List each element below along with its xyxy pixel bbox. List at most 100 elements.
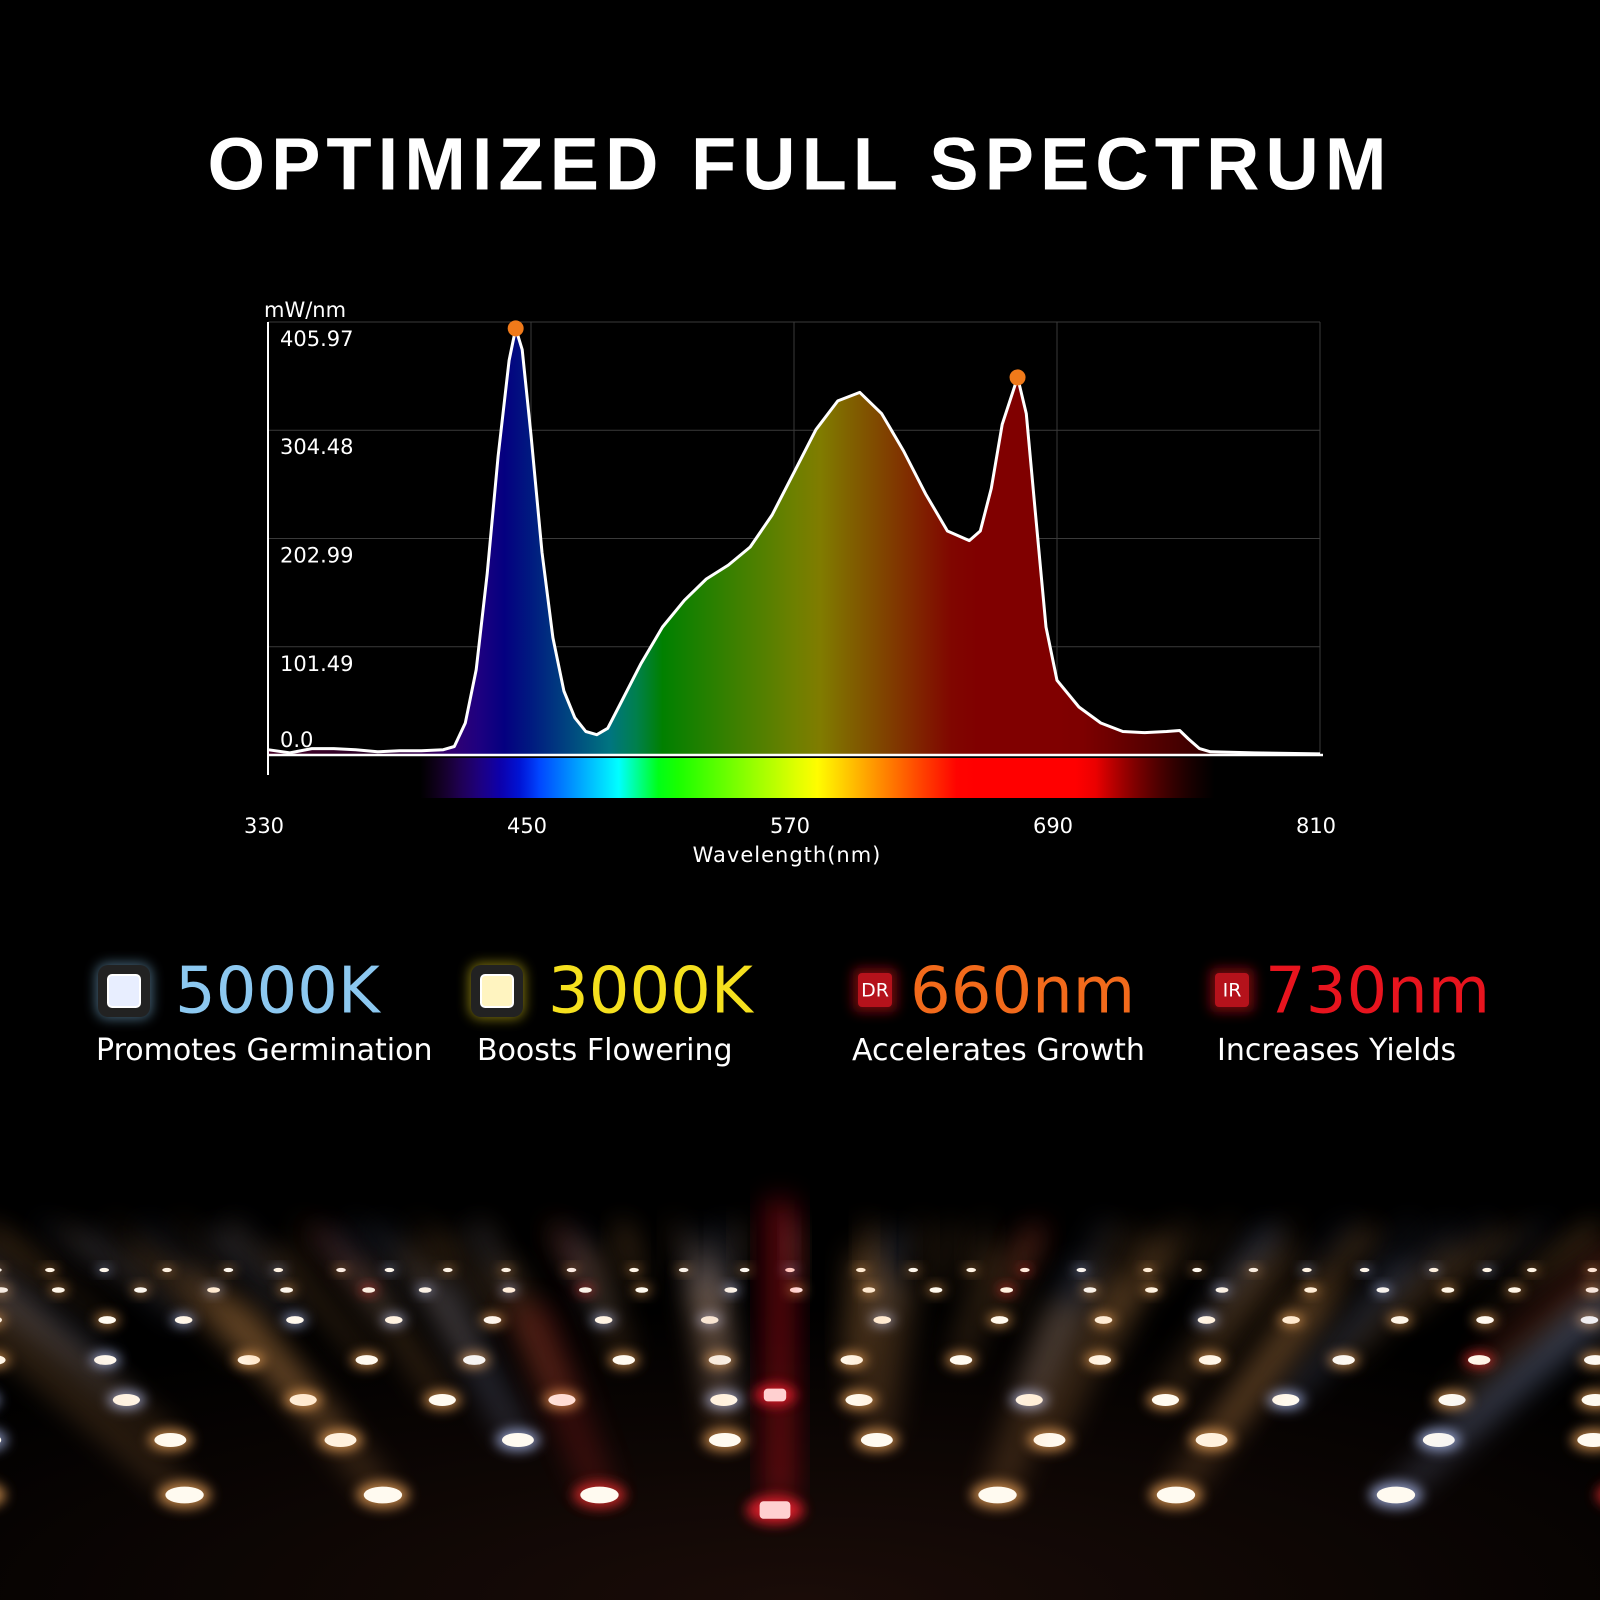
light-beam <box>1442 1226 1534 1290</box>
light-beam <box>1153 1264 1276 1400</box>
light-beam <box>1035 1280 1145 1440</box>
icon <box>480 974 514 1008</box>
led <box>1581 1394 1600 1406</box>
peak-marker <box>1009 369 1026 386</box>
led <box>1192 1267 1202 1273</box>
led-glow <box>1596 1488 1600 1502</box>
led <box>635 1287 649 1293</box>
icon <box>1215 973 1249 1007</box>
light-beam <box>667 1222 688 1270</box>
feature-description: Accelerates Growth <box>852 1033 1145 1068</box>
led <box>1332 1355 1355 1365</box>
light-beam <box>1482 1222 1555 1270</box>
feature-description: Promotes Germination <box>96 1033 433 1068</box>
led <box>1156 1486 1196 1504</box>
icon <box>107 974 141 1008</box>
feature-label: 5000K <box>175 955 382 1029</box>
light-beam <box>714 1226 737 1290</box>
light-beam <box>966 1222 993 1270</box>
led <box>483 1316 502 1324</box>
led <box>845 1394 873 1406</box>
light-beam <box>930 1226 961 1290</box>
badge: DR <box>861 980 889 1002</box>
feature-description: Boosts Flowering <box>477 1033 733 1068</box>
light-beam <box>216 1226 293 1290</box>
led <box>966 1267 976 1273</box>
led <box>1302 1267 1312 1273</box>
y-tick-label: 202.99 <box>280 543 353 567</box>
light-beam <box>293 1222 346 1270</box>
led <box>94 1355 117 1365</box>
led <box>501 1433 534 1447</box>
x-tick-label: 810 <box>1296 814 1336 838</box>
led <box>612 1355 635 1365</box>
light-beam <box>170 1222 233 1270</box>
led-glow <box>0 1431 8 1449</box>
x-tick-label: 450 <box>507 814 547 838</box>
light-beam <box>1273 1264 1427 1400</box>
led-field <box>0 1200 1600 1525</box>
light-beam <box>334 1264 455 1400</box>
led <box>355 1355 378 1365</box>
y-tick-label: 101.49 <box>280 652 353 676</box>
light-beam <box>1477 1232 1600 1320</box>
red-beam <box>765 1200 795 1500</box>
light-beam <box>410 1222 452 1270</box>
chart: 0.0 101.49 202.99 304.48 405.97 330 450 570 690 8… <box>244 298 1336 867</box>
led <box>280 1287 293 1293</box>
x-tick-label: 570 <box>770 814 810 838</box>
light-beam <box>1302 1222 1359 1270</box>
light-beam <box>70 1232 192 1320</box>
light-beam <box>346 1222 394 1270</box>
light-beam <box>1077 1222 1113 1270</box>
light-beam <box>1333 1248 1472 1360</box>
light-beam <box>1159 1303 1336 1495</box>
led <box>908 1267 918 1273</box>
led <box>223 1267 234 1273</box>
led <box>0 1437 2 1443</box>
led <box>949 1355 973 1365</box>
light-beam <box>200 1232 303 1320</box>
led <box>384 1267 395 1273</box>
led <box>1359 1267 1370 1273</box>
led <box>174 1316 193 1324</box>
y-tick-label: 0.0 <box>280 728 313 752</box>
icon <box>858 973 892 1007</box>
led <box>428 1394 456 1406</box>
y-tick-label: 405.97 <box>280 327 353 351</box>
led <box>363 1486 403 1504</box>
line <box>267 326 1321 756</box>
y-axis-label: mW/nm <box>264 298 346 322</box>
light-beam <box>1469 1254 1600 1360</box>
led <box>739 1267 750 1273</box>
page-title: OPTIMIZED FULL SPECTRUM <box>208 123 1393 206</box>
light-beam <box>119 1248 259 1360</box>
led <box>1482 1267 1492 1273</box>
light-beam <box>614 1226 648 1290</box>
led <box>929 1287 943 1293</box>
x-tick-label: 690 <box>1033 814 1073 838</box>
light-beam <box>208 1303 400 1495</box>
light-beam <box>951 1248 1009 1360</box>
led-glow <box>0 1486 6 1504</box>
light-beam <box>1360 1222 1422 1270</box>
light-beam <box>1200 1248 1311 1360</box>
light-beam <box>0 1314 202 1495</box>
light-beam <box>1192 1222 1239 1270</box>
spectrum-strip <box>420 758 1215 798</box>
light-beam <box>682 1280 739 1440</box>
led <box>1272 1394 1300 1406</box>
led <box>165 1486 204 1504</box>
features: 5000K Promotes Germination 3000K Boosts Flo… <box>96 955 1490 1068</box>
led <box>724 1287 738 1293</box>
led <box>978 1486 1017 1504</box>
light-beam <box>35 1222 109 1270</box>
led <box>1376 1486 1416 1504</box>
led <box>1438 1394 1466 1406</box>
feature-description: Increases Yields <box>1217 1033 1456 1068</box>
light-beam <box>991 1232 1044 1320</box>
led <box>0 1355 6 1365</box>
led <box>98 1316 116 1324</box>
led <box>99 1267 110 1273</box>
